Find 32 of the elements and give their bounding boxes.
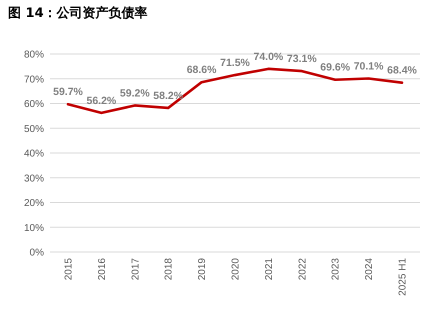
data-label: 59.7% [53, 86, 84, 98]
x-tick-label: 2025 H1 [398, 258, 408, 296]
y-tick-label: 50% [24, 124, 44, 135]
data-label: 58.2% [153, 90, 184, 102]
x-tick-label: 2023 [330, 258, 342, 280]
x-tick-label: 2017 [130, 258, 142, 280]
data-label: 70.1% [354, 60, 384, 73]
y-tick-label: 20% [24, 198, 44, 209]
data-label: 56.2% [86, 94, 117, 107]
y-tick-label: 10% [24, 222, 44, 234]
data-label: 68.4% [387, 64, 418, 77]
x-tick-label: 2016 [96, 258, 108, 280]
chart-title: 图 14：公司资产负债率 [8, 5, 148, 21]
x-tick-label: 2021 [264, 258, 275, 280]
x-tick-label: 2015 [64, 258, 74, 280]
x-tick-label: 2020 [230, 258, 242, 280]
data-label: 59.2% [120, 87, 150, 100]
data-label: 69.6% [320, 62, 351, 74]
y-tick-label: 40% [24, 148, 44, 160]
x-tick-label: 2019 [197, 258, 208, 280]
data-label: 74.0% [254, 50, 284, 63]
data-label: 73.1% [286, 53, 318, 66]
y-tick-label: 30% [24, 173, 44, 184]
y-tick-label: 70% [24, 74, 44, 86]
x-tick-label: 2022 [297, 258, 308, 280]
data-label: 68.6% [186, 64, 218, 76]
x-tick-label: 2024 [364, 258, 376, 280]
y-tick-label: 80% [24, 50, 44, 60]
data-label: 71.5% [220, 57, 251, 70]
y-tick-label: 0% [30, 248, 44, 258]
x-tick-label: 2018 [164, 258, 175, 280]
y-tick-label: 60% [24, 99, 44, 110]
